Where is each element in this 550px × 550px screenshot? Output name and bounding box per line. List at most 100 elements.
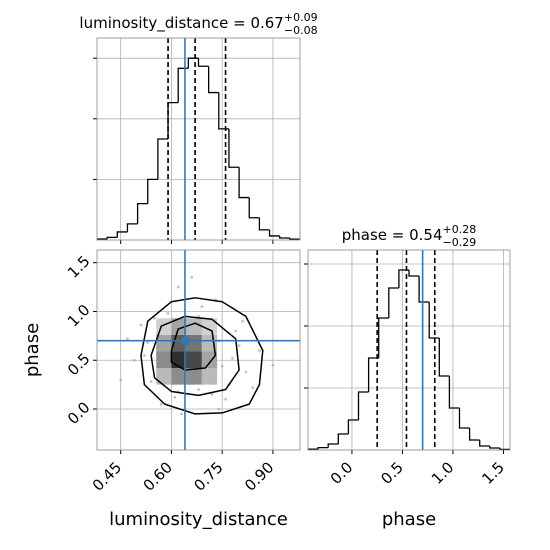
y-tick-label: 0.0 <box>64 398 94 428</box>
sample-point <box>251 386 255 389</box>
sample-point <box>234 329 238 333</box>
hist-step <box>398 269 409 288</box>
hist-step <box>228 128 240 168</box>
sample-point <box>176 285 180 289</box>
sample-point <box>241 319 244 323</box>
hist-step <box>448 376 460 409</box>
sample-point <box>146 341 150 345</box>
truth-marker <box>180 336 189 345</box>
x-tick-label: 1.0 <box>428 458 458 488</box>
x-tick-label: 0.45 <box>89 458 125 494</box>
hist-step <box>97 238 108 240</box>
sample-point <box>173 395 177 399</box>
axes-frame <box>96 37 301 241</box>
density-cell <box>186 351 202 369</box>
sample-point <box>132 358 136 362</box>
sample-point <box>224 397 227 401</box>
hist-step <box>468 428 480 441</box>
plot-area <box>308 250 510 450</box>
sample-point <box>220 364 224 368</box>
hist-step <box>218 92 229 130</box>
hist-step <box>317 446 329 450</box>
density-cell <box>186 368 202 385</box>
sample-point <box>153 316 156 320</box>
sample-point <box>258 349 261 352</box>
sample-point <box>271 363 275 367</box>
hist-step <box>458 408 470 429</box>
hist-step <box>479 440 490 447</box>
hist-step <box>418 276 430 303</box>
title-main: phase = 0.54 <box>342 226 443 244</box>
hist-step <box>126 223 138 232</box>
hist-step <box>308 448 319 450</box>
density-cell <box>156 368 172 385</box>
hist-step <box>357 391 369 420</box>
density-cell <box>156 351 172 369</box>
panel-title: luminosity_distance = 0.67+0.09 −0.08 <box>79 11 317 37</box>
y-axis-label: phase <box>22 323 43 377</box>
plot-area <box>97 38 300 240</box>
density-cell <box>186 318 202 335</box>
hist-step <box>187 57 199 69</box>
sample-point <box>119 378 123 382</box>
sample-point <box>142 353 146 357</box>
sample-point <box>126 337 129 341</box>
sample-point <box>200 305 204 308</box>
hist-step <box>238 167 250 199</box>
title-sub: −0.29 <box>443 236 477 249</box>
sample-point <box>237 344 241 348</box>
sample-point <box>180 412 183 416</box>
density-cell <box>201 368 218 385</box>
density-cell <box>201 318 218 335</box>
density-cell <box>156 334 172 352</box>
sample-point <box>230 356 234 360</box>
title-sup: +0.09 <box>284 11 318 24</box>
hist-step <box>258 217 270 231</box>
x-tick-label: 0.60 <box>140 458 176 494</box>
plot-area <box>97 250 300 450</box>
x-tick-label: 0.90 <box>241 458 277 494</box>
hist-step <box>337 433 349 444</box>
title-main: luminosity_distance = 0.67 <box>79 14 283 33</box>
hist-step <box>167 101 179 139</box>
hist-step <box>367 357 379 392</box>
hist-step <box>208 66 219 94</box>
x-tick-label: 1.5 <box>478 458 508 488</box>
axes-frame <box>307 249 511 451</box>
sample-point <box>197 388 200 391</box>
sample-point <box>166 312 170 315</box>
x-tick-label: 0.5 <box>377 458 407 488</box>
hist-step <box>147 178 158 204</box>
axes-frame <box>96 249 301 451</box>
sample-point <box>217 407 221 411</box>
sample-point <box>159 402 163 406</box>
hist-step <box>408 270 420 277</box>
sample-point <box>190 275 194 279</box>
x-axis-label: phase <box>382 509 436 530</box>
hist-step <box>428 302 440 339</box>
hist-step <box>157 138 169 180</box>
hist-step <box>136 202 148 224</box>
contour <box>140 297 264 415</box>
hist-step <box>106 236 118 239</box>
density-cell <box>201 351 218 369</box>
hist-step <box>197 58 209 67</box>
hist-step <box>268 229 280 237</box>
hist-step <box>289 237 300 240</box>
hist-step <box>327 443 339 448</box>
hist-step <box>347 419 359 434</box>
density-cell <box>186 334 202 352</box>
title-sub: −0.08 <box>284 24 318 37</box>
y-tick-label: 0.5 <box>64 350 94 380</box>
density-cell <box>171 368 187 385</box>
hist-step <box>116 231 128 238</box>
panel-title: phase = 0.54+0.28 −0.29 <box>342 223 477 249</box>
y-tick-label: 1.5 <box>64 252 94 282</box>
hist-step <box>489 446 500 449</box>
contour <box>150 315 240 397</box>
density-cell <box>171 318 187 335</box>
hist-step <box>388 287 399 318</box>
hist-step <box>499 448 510 450</box>
hist-step <box>248 197 260 219</box>
